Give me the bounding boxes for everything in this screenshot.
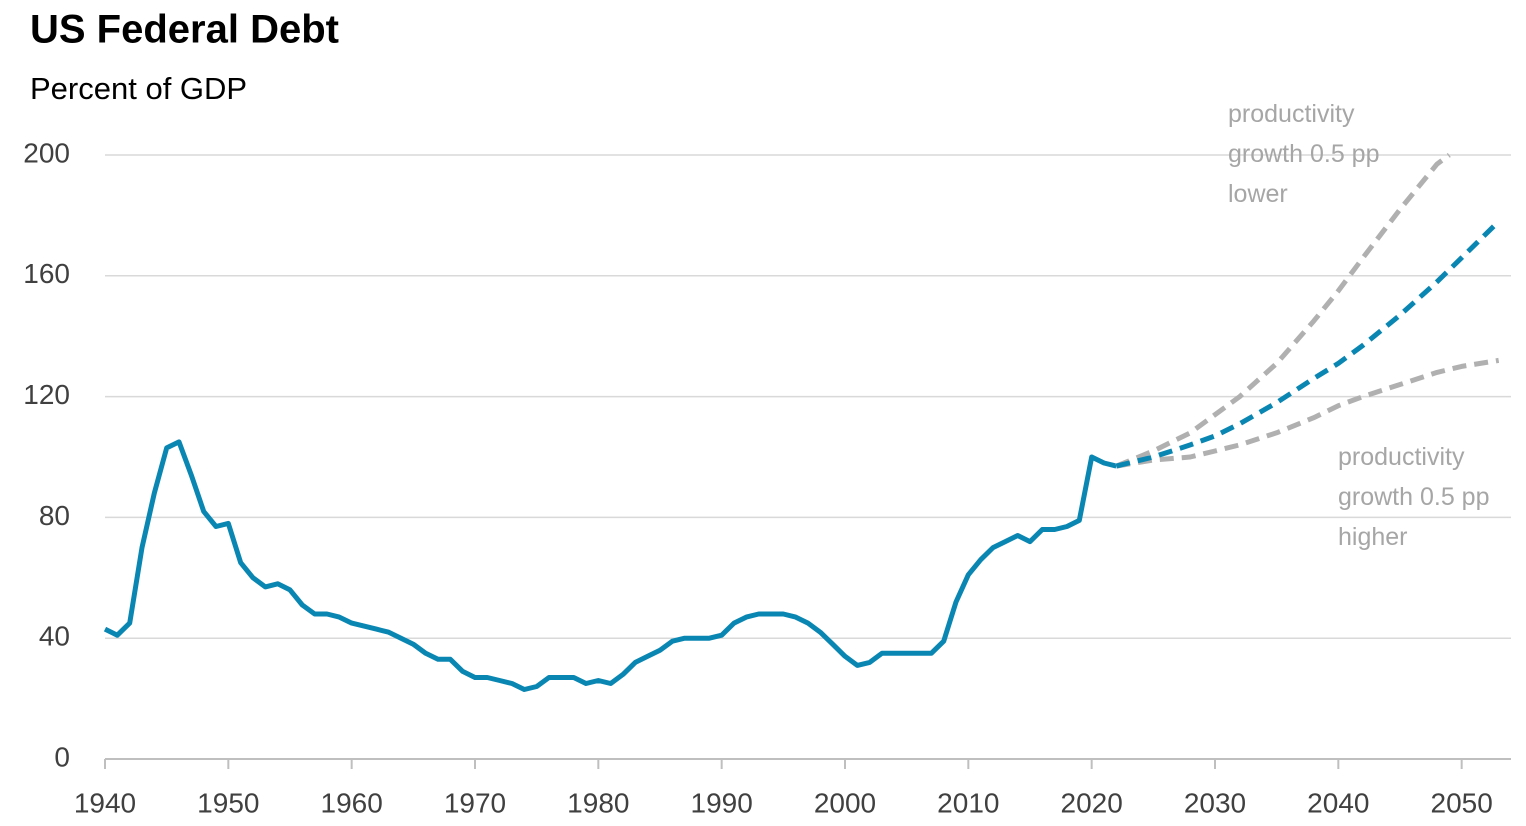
x-tick-label: 2040: [1307, 787, 1369, 818]
x-tick-label: 1990: [691, 787, 753, 818]
x-tick-label: 1950: [197, 787, 259, 818]
y-tick-label: 40: [39, 621, 70, 652]
chart-title: US Federal Debt: [30, 8, 339, 52]
line-series: [1115, 152, 1451, 469]
x-tick-label: 2020: [1061, 787, 1123, 818]
x-tick-label: 1970: [444, 787, 506, 818]
chart-subtitle: Percent of GDP: [30, 71, 247, 106]
y-tick-label: 200: [23, 137, 70, 168]
x-tick-label: 1960: [321, 787, 383, 818]
annotation: productivity growth 0.5 pp lower: [1228, 100, 1380, 208]
x-tick-label: 2010: [937, 787, 999, 818]
y-tick-label: 120: [23, 379, 70, 410]
x-tick-label: 2050: [1431, 787, 1493, 818]
x-tick-label: 1980: [567, 787, 629, 818]
y-tick-label: 80: [39, 500, 70, 531]
y-tick-label: 0: [54, 741, 70, 772]
line-series: [103, 439, 1117, 692]
line-series: [1115, 357, 1500, 469]
line-series: [1115, 219, 1501, 469]
x-tick-label: 2000: [814, 787, 876, 818]
x-tick-label: 1940: [74, 787, 136, 818]
annotation: productivity growth 0.5 pp higher: [1338, 443, 1490, 551]
y-tick-label: 160: [23, 258, 70, 289]
x-tick-label: 2030: [1184, 787, 1246, 818]
